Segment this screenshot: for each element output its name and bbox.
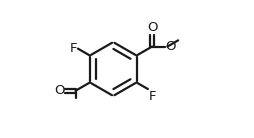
Text: O: O xyxy=(54,84,65,97)
Text: O: O xyxy=(166,40,176,53)
Text: F: F xyxy=(70,42,77,55)
Text: O: O xyxy=(147,21,157,34)
Text: F: F xyxy=(148,90,156,103)
